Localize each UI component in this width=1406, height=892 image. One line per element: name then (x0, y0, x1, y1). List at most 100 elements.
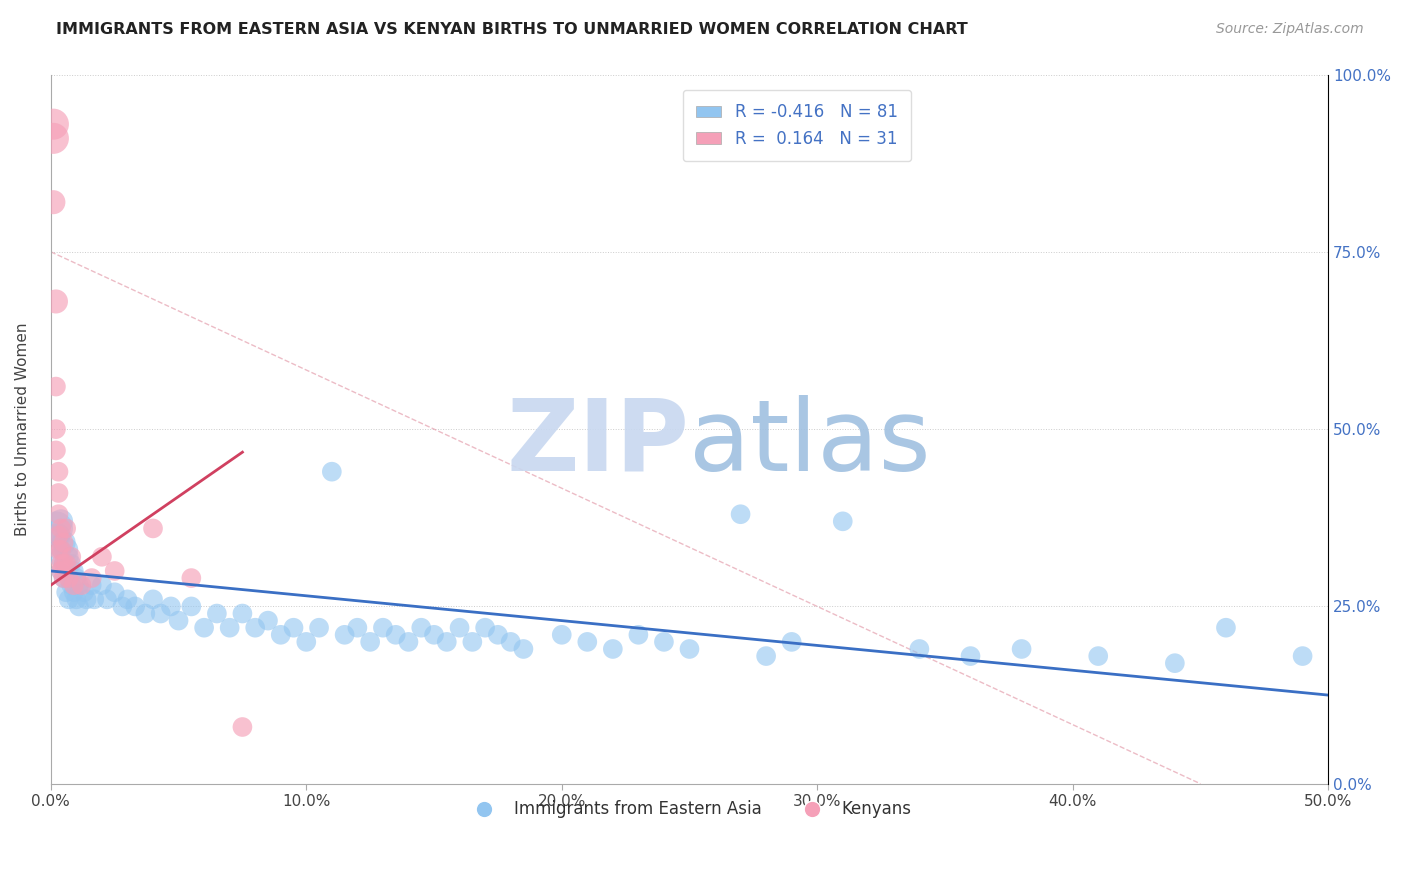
Point (65, 592, 87, 607)
Point (42, 195, 65, 210)
Point (52, 535, 75, 549)
Point (48, 542, 70, 557)
Point (58, 571, 80, 585)
Point (423, 628, 446, 642)
Point (411, 621, 433, 635)
Point (55, 557, 77, 571)
Point (142, 521, 165, 535)
Point (111, 599, 134, 614)
Point (333, 628, 356, 642)
Point (104, 564, 127, 578)
Point (134, 607, 156, 621)
Point (80, 578, 103, 592)
Point (42, 131, 65, 145)
Point (49, 557, 72, 571)
Point (52, 535, 75, 549)
Point (602, 642, 624, 657)
Point (58, 592, 80, 607)
Point (63, 564, 86, 578)
Point (627, 628, 650, 642)
Text: ZIP: ZIP (506, 395, 689, 491)
Point (58, 549, 80, 564)
Text: atlas: atlas (689, 395, 931, 491)
Point (90, 578, 112, 592)
Point (52, 557, 75, 571)
Point (245, 621, 267, 635)
Point (104, 585, 127, 599)
Point (1215, 621, 1237, 635)
Point (80, 571, 103, 585)
Point (117, 592, 139, 607)
Point (755, 649, 778, 664)
Point (67, 578, 90, 592)
Point (45, 379, 67, 393)
Point (359, 635, 381, 649)
Point (48, 465, 70, 479)
Point (231, 720, 253, 734)
Point (205, 607, 228, 621)
Point (346, 621, 368, 635)
Point (49, 564, 72, 578)
Point (60, 549, 83, 564)
Point (180, 571, 202, 585)
Point (49, 542, 72, 557)
Point (49, 514, 72, 528)
Point (48, 528, 70, 542)
Point (45, 443, 67, 458)
Point (436, 635, 458, 649)
Point (1164, 656, 1187, 670)
Point (231, 607, 253, 621)
Text: Source: ZipAtlas.com: Source: ZipAtlas.com (1216, 22, 1364, 37)
Point (270, 628, 292, 642)
Point (49, 521, 72, 535)
Point (308, 621, 330, 635)
Point (52, 557, 75, 571)
Point (63, 585, 86, 599)
Point (730, 507, 752, 521)
Point (1291, 649, 1313, 664)
Point (58, 571, 80, 585)
Point (499, 635, 522, 649)
Point (48, 528, 70, 542)
Point (49, 564, 72, 578)
Point (45, 521, 67, 535)
Point (959, 649, 981, 664)
Point (48, 507, 70, 521)
Point (96, 592, 118, 607)
Point (63, 578, 86, 592)
Point (295, 635, 318, 649)
Point (67, 599, 90, 614)
Point (474, 621, 496, 635)
Point (218, 621, 240, 635)
Point (551, 628, 574, 642)
Point (49, 542, 72, 557)
Point (321, 465, 343, 479)
Point (678, 642, 700, 657)
Point (257, 614, 280, 628)
Text: IMMIGRANTS FROM EASTERN ASIA VS KENYAN BIRTHS TO UNMARRIED WOMEN CORRELATION CHA: IMMIGRANTS FROM EASTERN ASIA VS KENYAN B… (56, 22, 967, 37)
Point (1087, 649, 1109, 664)
Point (142, 592, 165, 607)
Point (780, 635, 803, 649)
Point (45, 422, 67, 436)
Point (576, 635, 599, 649)
Point (73, 585, 96, 599)
Legend: Immigrants from Eastern Asia, Kenyans: Immigrants from Eastern Asia, Kenyans (461, 794, 918, 825)
Point (55, 542, 77, 557)
Point (65, 571, 87, 585)
Point (486, 628, 509, 642)
Point (90, 549, 112, 564)
Point (461, 635, 484, 649)
Point (124, 599, 146, 614)
Point (167, 614, 190, 628)
Point (371, 621, 394, 635)
Point (1011, 642, 1033, 657)
Point (831, 514, 853, 528)
Point (48, 486, 70, 500)
Point (55, 564, 77, 578)
Point (160, 599, 183, 614)
Point (283, 621, 305, 635)
Point (449, 621, 471, 635)
Point (398, 635, 420, 649)
Point (512, 642, 534, 657)
